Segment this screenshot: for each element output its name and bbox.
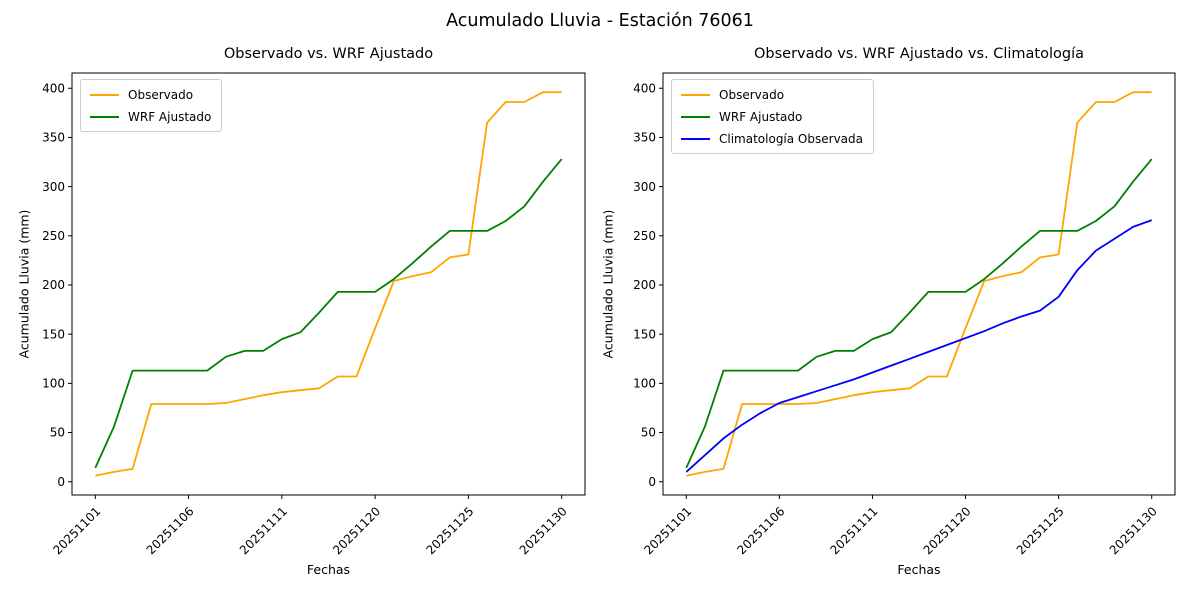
svg-text:20251125: 20251125 <box>423 504 476 557</box>
legend-item-wrf-ajustado: WRF Ajustado <box>90 107 211 126</box>
svg-text:400: 400 <box>633 81 656 95</box>
svg-text:350: 350 <box>42 131 65 145</box>
svg-text:250: 250 <box>42 229 65 243</box>
svg-text:200: 200 <box>633 278 656 292</box>
right-chart-legend: Observado WRF Ajustado Climatología Obse… <box>671 79 874 154</box>
svg-text:100: 100 <box>42 377 65 391</box>
svg-text:0: 0 <box>57 475 65 489</box>
svg-text:50: 50 <box>50 426 65 440</box>
right-x-axis-label: Fechas <box>897 562 941 577</box>
climatologia-line-swatch <box>681 137 710 140</box>
svg-text:20251130: 20251130 <box>517 504 570 557</box>
svg-text:0: 0 <box>648 475 656 489</box>
left-x-axis-label: Fechas <box>306 562 351 577</box>
svg-text:100: 100 <box>633 377 656 391</box>
svg-text:150: 150 <box>633 327 656 341</box>
legend-item-climatologia-observada: Climatología Observada <box>681 129 863 148</box>
observado-line-swatch <box>90 93 119 96</box>
svg-text:20251120: 20251120 <box>921 504 974 557</box>
svg-text:20251101: 20251101 <box>50 504 103 557</box>
svg-text:20251120: 20251120 <box>330 504 383 557</box>
svg-text:400: 400 <box>42 81 65 95</box>
legend-item-observado: Observado <box>681 85 863 104</box>
svg-text:20251125: 20251125 <box>1014 504 1067 557</box>
left-chart-title: Observado vs. WRF Ajustado <box>223 46 434 62</box>
svg-text:20251130: 20251130 <box>1107 504 1160 557</box>
svg-text:20251106: 20251106 <box>144 504 197 557</box>
svg-text:50: 50 <box>641 426 656 440</box>
svg-text:20251101: 20251101 <box>641 504 694 557</box>
svg-text:300: 300 <box>42 180 65 194</box>
svg-text:20251111: 20251111 <box>827 504 880 557</box>
figure-title: Acumulado Lluvia - Estación 76061 <box>446 11 754 31</box>
legend-label-observado: Observado <box>128 87 194 102</box>
wrf-ajustado-line-swatch <box>90 115 119 118</box>
legend-label-climatologia-observada: Climatología Observada <box>719 131 863 146</box>
svg-text:200: 200 <box>42 278 65 292</box>
svg-text:300: 300 <box>633 180 656 194</box>
svg-text:350: 350 <box>633 131 656 145</box>
svg-text:150: 150 <box>42 327 65 341</box>
svg-text:250: 250 <box>633 229 656 243</box>
legend-item-wrf-ajustado: WRF Ajustado <box>681 107 863 126</box>
wrf-ajustado-line-swatch <box>681 115 710 118</box>
observado-line-swatch <box>681 93 710 96</box>
legend-label-wrf-ajustado: WRF Ajustado <box>128 109 212 124</box>
svg-text:20251111: 20251111 <box>237 504 290 557</box>
legend-label-wrf-ajustado: WRF Ajustado <box>719 109 803 124</box>
legend-item-observado: Observado <box>90 85 211 104</box>
svg-text:20251106: 20251106 <box>734 504 787 557</box>
legend-label-observado: Observado <box>719 87 785 102</box>
right-chart-title: Observado vs. WRF Ajustado vs. Climatolo… <box>754 46 1084 62</box>
left-chart-legend: Observado WRF Ajustado <box>80 79 223 132</box>
